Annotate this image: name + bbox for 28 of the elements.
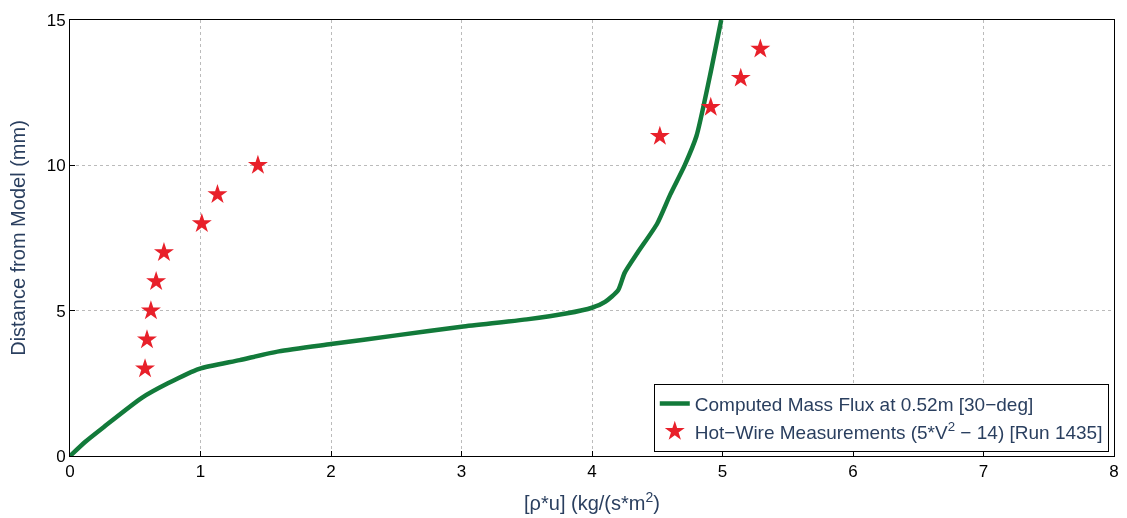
y-axis-title: Distance from Model (mm): [7, 120, 30, 356]
x-tick-label: 8: [1109, 462, 1119, 482]
x-tick-label: 3: [456, 462, 467, 482]
x-tick-label: 2: [326, 462, 336, 482]
y-tick-label: 0: [56, 446, 66, 466]
legend-label: Computed Mass Flux at 0.52m [30−deg]: [694, 393, 1034, 415]
y-tick-label: 10: [46, 156, 66, 176]
point: [649, 125, 670, 145]
point: [191, 212, 212, 232]
point: [750, 38, 771, 58]
point: [140, 300, 161, 320]
x-axis-title: [ρ*u] (kg/(s*m$^{2}$): [524, 488, 660, 514]
x-tick-label: 6: [848, 462, 858, 482]
y-tick-label: 15: [46, 10, 66, 30]
point: [247, 154, 268, 174]
point: [135, 358, 156, 378]
x-tick-label: 4: [587, 462, 597, 482]
point: [137, 329, 157, 349]
point: [146, 271, 167, 291]
point: [700, 96, 721, 116]
point: [730, 67, 751, 87]
point: [153, 242, 174, 262]
legend-label: Hot−Wire Measurements (5*V$^{2}$ − 14) [Run 1435]: [694, 418, 1103, 443]
x-tick-label: 1: [195, 462, 206, 482]
y-tick-label: 5: [56, 301, 66, 321]
point: [207, 183, 228, 203]
x-tick-label: 7: [978, 462, 989, 482]
x-tick-label: 5: [717, 462, 728, 482]
